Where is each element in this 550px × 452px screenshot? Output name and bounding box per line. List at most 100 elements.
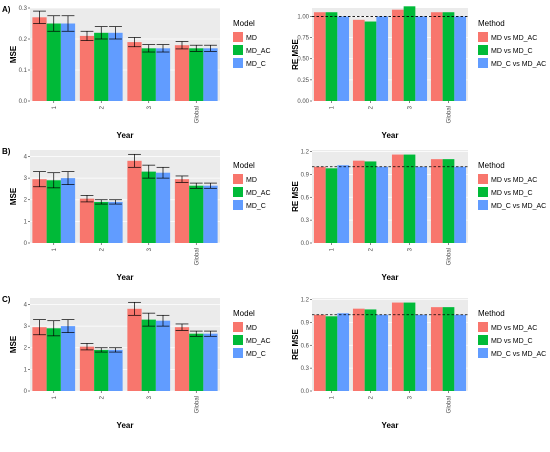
legend-key <box>478 335 488 345</box>
legend-model: Model MD MD_AC MD_C <box>233 309 271 358</box>
bar-md-ac <box>141 48 156 101</box>
chart-panel-3: B) 0 1 2 3 4 1 2 3 Global Year MSE Model MD MD_AC MD_C <box>2 147 271 282</box>
y-tick-label: 2 <box>24 346 28 352</box>
y-tick-label: 0.25 <box>297 78 309 84</box>
bar-md-vs-md-c <box>325 316 338 391</box>
bar-md-c <box>203 48 218 101</box>
bar-md-vs-md-c <box>325 12 338 102</box>
x-tick-label: 2 <box>369 247 375 251</box>
bar-md-c-vs-md-ac <box>415 166 428 243</box>
legend-title: Method <box>478 309 505 318</box>
legend-label: MD vs MD_AC <box>491 177 537 184</box>
x-tick-label: Global <box>447 248 453 265</box>
bar-md-c-vs-md-ac <box>376 16 389 102</box>
y-tick-label: 0.0 <box>19 99 28 105</box>
legend-label: MD <box>246 35 257 42</box>
x-tick-label: 3 <box>147 247 153 251</box>
x-tick-label: 1 <box>330 395 336 399</box>
bar-md-vs-md-ac <box>430 12 443 102</box>
x-tick-label: 3 <box>408 395 414 399</box>
y-tick-label: 0.3 <box>301 366 310 372</box>
chart-panel-2: 0.00 0.25 0.50 0.75 1.00 1 2 3 Global Year RE MSE M… <box>291 6 546 140</box>
bar-md-vs-md-ac <box>391 302 404 391</box>
legend-method: Method MD vs MD_AC MD vs MD_C MD_C vs MD_AC <box>478 19 546 68</box>
chart-panel-1: A) 0.0 0.1 0.2 0.3 1 2 3 Global Year MSE Model MD MD_… <box>2 5 271 140</box>
x-tick-label: 2 <box>99 247 105 251</box>
legend-label: MD_AC <box>246 190 271 197</box>
row-label: B) <box>2 147 11 156</box>
legend-key <box>233 335 243 345</box>
y-tick-label: 0 <box>24 389 28 395</box>
legend-key <box>478 45 488 55</box>
bar-md-vs-md-ac <box>391 154 404 243</box>
bar-md-vs-md-ac <box>313 166 326 243</box>
y-tick-label: 0.0 <box>301 389 310 395</box>
bar-md-ac <box>46 328 61 391</box>
legend-key <box>478 174 488 184</box>
bar-md-vs-md-c <box>442 307 455 391</box>
x-tick-label: 1 <box>52 395 58 399</box>
bar-md <box>79 35 95 101</box>
chart-panel-5: C) 0 1 2 3 4 1 2 3 Global Year MSE Model MD MD_AC MD_C <box>2 295 271 430</box>
y-tick-label: 2 <box>24 198 28 204</box>
y-tick-label: 0.00 <box>297 99 309 105</box>
legend-label: MD vs MD_C <box>491 190 533 197</box>
y-tick-label: 0.75 <box>297 36 309 42</box>
y-tick-label: 3 <box>24 324 28 330</box>
y-tick-label: 0.9 <box>301 320 310 326</box>
legend-key <box>233 174 243 184</box>
y-axis-title: RE MSE <box>291 181 300 212</box>
bar-md-c-vs-md-ac <box>337 16 350 102</box>
x-tick-label: Global <box>194 106 200 123</box>
legend-title: Model <box>233 309 255 318</box>
legend-label: MD vs MD_AC <box>491 35 537 42</box>
bar-md <box>79 346 95 391</box>
bar-md <box>32 17 47 101</box>
bar-md <box>79 198 95 243</box>
y-tick-label: 1.2 <box>301 298 310 304</box>
bar-md-ac <box>94 201 109 243</box>
bar-md-vs-md-c <box>364 21 377 101</box>
x-axis-title: Year <box>382 131 399 140</box>
bar-md-c-vs-md-ac <box>415 16 428 102</box>
bar-md-vs-md-c <box>364 161 377 243</box>
y-tick-label: 0.6 <box>301 343 310 349</box>
bar-md <box>174 45 190 101</box>
legend-label: MD_C vs MD_AC <box>491 203 546 210</box>
legend-key <box>478 348 488 358</box>
bar-md <box>127 42 142 101</box>
legend-label: MD vs MD_AC <box>491 325 537 332</box>
chart-panel-4: 0.0 0.3 0.6 0.9 1.2 1 2 3 Global Year RE MSE Method… <box>291 150 546 282</box>
legend-label: MD vs MD_C <box>491 48 533 55</box>
bar-md-c-vs-md-ac <box>337 313 350 391</box>
bar-md-ac <box>46 180 61 243</box>
y-tick-label: 1 <box>24 367 28 373</box>
legend-label: MD vs MD_C <box>491 338 533 345</box>
bar-md-vs-md-c <box>403 154 416 243</box>
bar-md-c <box>203 185 218 243</box>
y-axis-title: MSE <box>9 335 18 353</box>
y-tick-label: 0.2 <box>19 37 28 43</box>
y-tick-label: 4 <box>24 302 28 308</box>
y-tick-label: 0 <box>24 241 28 247</box>
legend-method: Method MD vs MD_AC MD vs MD_C MD_C vs MD_AC <box>478 309 546 358</box>
bar-md-c-vs-md-ac <box>454 16 467 102</box>
bar-md <box>127 160 142 243</box>
legend-key <box>233 348 243 358</box>
bar-md <box>174 327 190 391</box>
legend-key <box>233 58 243 68</box>
y-tick-label: 0.0 <box>301 241 310 247</box>
bar-md-c <box>155 320 171 391</box>
y-axis-title: RE MSE <box>291 39 300 70</box>
y-tick-label: 0.3 <box>301 218 310 224</box>
bar-md-c-vs-md-ac <box>376 166 389 243</box>
y-tick-label: 0.50 <box>297 57 309 63</box>
legend-label: MD_C <box>246 203 266 210</box>
bar-md-c <box>108 32 123 101</box>
bar-md-vs-md-c <box>403 302 416 391</box>
legend-key <box>233 322 243 332</box>
legend-method: Method MD vs MD_AC MD vs MD_C MD_C vs MD_AC <box>478 161 546 210</box>
x-tick-label: Global <box>194 396 200 413</box>
bar-md <box>32 327 47 391</box>
bar-md-c <box>108 201 123 243</box>
